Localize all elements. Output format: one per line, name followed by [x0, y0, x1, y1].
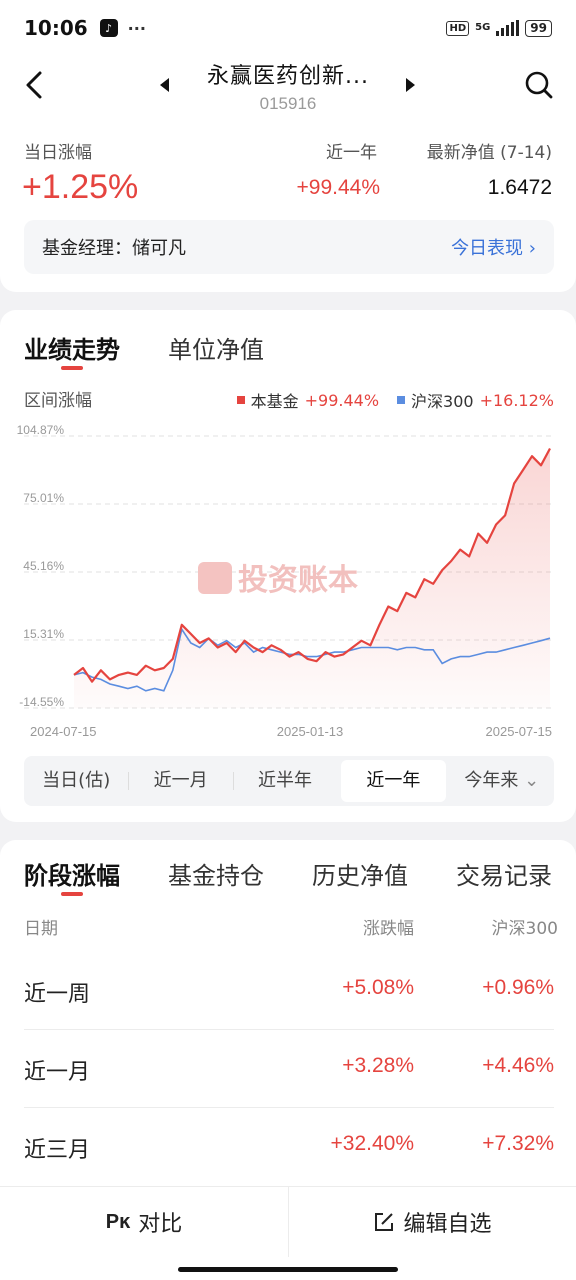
stage-performance-card: 阶段涨幅 基金持仓 历史净值 交易记录 日期 涨跌幅 沪深300 近一周 +5.…	[0, 840, 576, 1190]
tab-unit-nav[interactable]: 单位净值	[168, 336, 264, 364]
chart-legend: 本基金 +99.44% 沪深300 +16.12%	[236, 388, 554, 412]
fund-series-line	[73, 447, 551, 683]
pk-icon: Pĸ	[105, 1210, 131, 1233]
y-tick-label: 75.01%	[23, 491, 64, 505]
column-header-date: 日期	[24, 919, 58, 939]
fund-header-card: 永赢医药创新... 015916 当日涨幅 +1.25% 近一年 +99.44%…	[0, 56, 576, 292]
tab-stage-change[interactable]: 阶段涨幅	[24, 862, 120, 890]
fund-legend-label: 本基金	[250, 392, 299, 411]
active-tab-indicator	[61, 366, 83, 370]
range-option[interactable]: 近一月	[128, 760, 232, 802]
range-option-label: 今年来	[464, 770, 519, 791]
index-legend-value: +16.12%	[479, 390, 554, 410]
year-change-value: +99.44%	[296, 176, 381, 199]
table-row[interactable]: 近一周 +5.08% +0.96%	[24, 952, 554, 1030]
chevron-right-icon: ›	[528, 238, 536, 259]
row-change: +3.28%	[342, 1054, 414, 1077]
next-fund-icon[interactable]	[406, 78, 415, 92]
time-range-selector: 当日(估) 近一月 近半年 近一年 今年来 ⌄	[24, 756, 554, 806]
y-tick-label: 15.31%	[23, 627, 64, 641]
search-icon[interactable]	[524, 70, 554, 100]
tab-transactions[interactable]: 交易记录	[456, 862, 552, 890]
row-index: +0.96%	[482, 976, 554, 999]
tab-history-nav[interactable]: 历史净值	[312, 862, 408, 890]
edit-watchlist-label: 编辑自选	[403, 1212, 492, 1237]
status-bar: 10:06 ♪ ··· HD 5G 99	[0, 0, 576, 56]
edit-icon	[375, 1213, 394, 1231]
range-option[interactable]: 今年来 ⌄	[450, 760, 554, 802]
fund-title-block: 永赢医药创新... 015916	[0, 58, 576, 114]
battery-icon: 99	[525, 19, 552, 37]
hd-badge: HD	[446, 20, 470, 36]
column-header-change: 涨跌幅	[363, 919, 414, 939]
tab-performance-trend[interactable]: 业绩走势	[24, 336, 120, 364]
row-period: 近一月	[24, 1060, 91, 1085]
daily-change-value: +1.25%	[22, 168, 139, 206]
previous-fund-icon[interactable]	[160, 78, 169, 92]
year-change-label: 近一年	[326, 143, 377, 163]
row-index: +7.32%	[482, 1132, 554, 1155]
network-type: 5G	[475, 22, 491, 33]
x-tick-label: 2024-07-15	[30, 724, 97, 739]
status-time: 10:06	[24, 16, 88, 40]
table-row[interactable]: 近一月 +3.28% +4.46%	[24, 1030, 554, 1108]
fund-manager-bar[interactable]: 基金经理：储可凡 今日表现 ›	[24, 220, 554, 274]
index-legend-swatch	[397, 396, 406, 404]
index-series-line	[73, 627, 551, 692]
home-indicator	[178, 1267, 398, 1272]
compare-label: 对比	[138, 1212, 183, 1237]
performance-line-chart[interactable]: 投资账本 104.87% 75.01% 45.16% 15.31% -14.55% 202…	[0, 310, 576, 750]
signal-icon	[496, 20, 520, 36]
tab-fund-holdings[interactable]: 基金持仓	[168, 862, 264, 890]
range-option[interactable]: 近一年	[341, 760, 446, 802]
divider	[288, 1187, 289, 1257]
watermark-logo-icon	[198, 562, 232, 594]
range-option[interactable]: 当日(估)	[42, 770, 111, 791]
back-icon[interactable]	[20, 70, 50, 100]
today-performance-link[interactable]: 今日表现 ›	[451, 238, 536, 259]
watermark: 投资账本	[198, 562, 358, 598]
compare-button[interactable]: Pĸ 对比	[0, 1187, 288, 1257]
tiktok-icon: ♪	[99, 19, 118, 37]
active-tab-indicator	[61, 892, 83, 896]
x-tick-label: 2025-07-15	[486, 724, 553, 739]
column-header-index: 沪深300	[491, 919, 558, 939]
fund-legend-swatch	[236, 396, 245, 404]
range-change-label: 区间涨幅	[24, 391, 92, 411]
fund-manager-name: 基金经理：储可凡	[42, 238, 186, 259]
y-tick-label: 45.16%	[23, 559, 64, 573]
fund-name: 永赢医药创新...	[207, 64, 369, 89]
y-tick-label: 104.87%	[17, 423, 65, 437]
edit-watchlist-button[interactable]: 编辑自选	[289, 1187, 576, 1257]
fund-legend-value: +99.44%	[304, 390, 380, 410]
performance-chart-card: 业绩走势 单位净值 区间涨幅 本基金 +99.44% 沪深300 +16.12%…	[0, 310, 576, 822]
fund-code: 015916	[259, 94, 317, 113]
bottom-action-bar: Pĸ 对比 编辑自选	[0, 1186, 576, 1280]
chevron-down-icon: ⌄	[518, 770, 540, 791]
daily-change-label: 当日涨幅	[24, 143, 92, 163]
status-indicators: HD 5G 99	[446, 19, 552, 37]
watermark-text: 投资账本	[238, 563, 358, 598]
table-row[interactable]: 近三月 +32.40% +7.32%	[24, 1108, 554, 1186]
row-period: 近一周	[24, 982, 91, 1007]
range-option[interactable]: 近半年	[232, 760, 337, 802]
more-notifications-icon: ···	[127, 18, 146, 38]
row-change: +5.08%	[342, 976, 414, 999]
latest-nav-label: 最新净值 (7-14)	[426, 143, 552, 163]
y-tick-label: -14.55%	[19, 695, 64, 709]
x-tick-label: 2025-01-13	[277, 724, 344, 739]
row-change: +32.40%	[330, 1132, 415, 1155]
fund-area-fill	[74, 448, 550, 708]
index-legend-label: 沪深300	[411, 392, 474, 411]
row-period: 近三月	[24, 1138, 91, 1163]
row-index: +4.46%	[482, 1054, 554, 1077]
latest-nav-value: 1.6472	[487, 176, 552, 199]
